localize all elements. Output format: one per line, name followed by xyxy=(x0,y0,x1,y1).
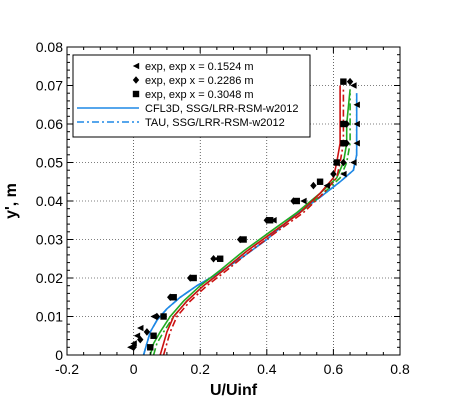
data-point-2 xyxy=(216,255,224,262)
legend-label: TAU, SSG/LRR-RSM-w2012 xyxy=(145,117,285,129)
y-tick-label: 0.03 xyxy=(36,232,63,248)
x-tick-label: 0.6 xyxy=(324,361,344,377)
data-point-0 xyxy=(323,182,330,189)
series-group xyxy=(127,77,360,356)
legend-label: CFL3D, SSG/LRR-RSM-w2012 xyxy=(145,103,298,115)
data-point-1 xyxy=(330,170,337,178)
data-point-0 xyxy=(130,340,137,347)
y-tick-label: 0.01 xyxy=(36,309,63,325)
data-point-1 xyxy=(346,77,354,86)
data-point-1 xyxy=(310,181,317,190)
y-tick-label: 0 xyxy=(55,347,63,363)
legend-label: exp, exp x = 0.2286 m xyxy=(145,75,254,87)
y-tick-label: 0.04 xyxy=(36,193,63,209)
data-point-1 xyxy=(137,335,144,344)
series-line-3 xyxy=(152,93,351,356)
data-point-0 xyxy=(270,217,277,224)
x-tick-label: 0.4 xyxy=(257,361,277,377)
x-tick-label: 0.8 xyxy=(390,361,410,377)
data-point-1 xyxy=(340,158,347,167)
data-point-0 xyxy=(137,324,144,332)
data-point-0 xyxy=(353,101,360,108)
data-point-2 xyxy=(316,178,324,185)
legend-box xyxy=(72,54,311,138)
y-tick-label: 0.07 xyxy=(36,78,63,94)
data-point-2 xyxy=(340,120,347,128)
legend-label: exp, exp x = 0.3048 m xyxy=(145,89,254,101)
data-point-2 xyxy=(340,140,347,147)
data-point-0 xyxy=(340,170,347,178)
legend-label: exp, exp x = 0.1524 m xyxy=(145,61,254,73)
data-point-0 xyxy=(353,140,360,147)
data-point-0 xyxy=(353,120,360,128)
data-point-0 xyxy=(350,159,357,166)
y-axis-title: y', m xyxy=(3,183,20,219)
x-tick-label: 0 xyxy=(130,361,138,377)
data-point-1 xyxy=(236,235,244,244)
y-tick-label: 0.05 xyxy=(36,155,63,171)
data-point-2 xyxy=(170,294,177,301)
legend: exp, exp x = 0.1524 m exp, exp x = 0.2286… xyxy=(72,54,311,138)
data-point-2 xyxy=(160,313,167,320)
axis-ticks: -0.2 0 0.2 0.4 0.6 0.800.010.020.030.040.050.… xyxy=(36,39,410,377)
legend-marker xyxy=(132,62,140,70)
data-point-2 xyxy=(150,332,157,339)
legend-marker xyxy=(132,76,140,84)
legend-marker xyxy=(132,90,140,98)
data-point-0 xyxy=(350,82,357,89)
y-tick-label: 0.06 xyxy=(36,116,63,132)
data-point-2 xyxy=(333,159,340,166)
data-point-2 xyxy=(190,274,197,282)
data-point-1 xyxy=(210,254,217,263)
data-point-2 xyxy=(340,78,347,85)
series-line-4 xyxy=(159,85,341,356)
series-line-2 xyxy=(149,89,351,356)
x-tick-label: 0.2 xyxy=(190,361,210,377)
data-point-1 xyxy=(153,312,161,321)
data-point-0 xyxy=(300,197,307,205)
data-point-1 xyxy=(143,328,151,336)
x-axis-title: U/Uinf xyxy=(210,382,258,399)
data-point-2 xyxy=(266,217,274,224)
y-tick-label: 0.08 xyxy=(36,39,63,55)
data-point-2 xyxy=(293,197,300,205)
series-line-5 xyxy=(162,89,345,356)
y-tick-label: 0.02 xyxy=(36,270,63,286)
data-point-1 xyxy=(130,343,137,352)
data-point-2 xyxy=(240,236,247,243)
data-point-0 xyxy=(133,332,141,339)
x-tick-label: -0.2 xyxy=(55,361,79,377)
data-point-2 xyxy=(147,344,154,351)
